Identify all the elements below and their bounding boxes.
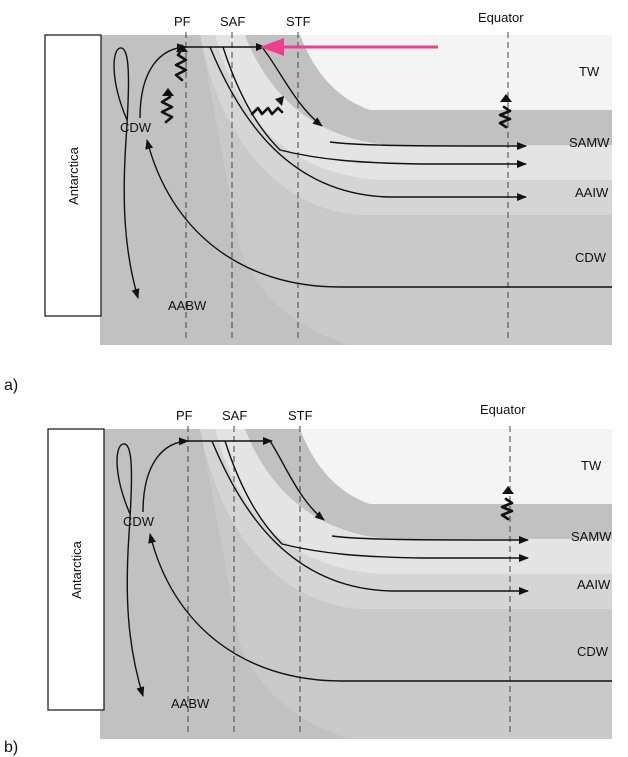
equator-label: Equator [478, 10, 524, 25]
cdw-upwelling-arrow [139, 43, 187, 119]
mixing-wiggle-icon [500, 486, 514, 521]
antarctica-label: Antarctica [69, 540, 84, 599]
pf-label: PF [176, 408, 193, 423]
mixing-wiggle-icon [160, 88, 174, 124]
panel-a-label: a) [4, 377, 18, 394]
antarctica-box [44, 34, 102, 317]
aaiw-flow-arrow [211, 440, 529, 595]
aabw-loop-arrow [116, 443, 145, 697]
cdw-upwelling-label: CDW [123, 514, 155, 529]
antarctica-label: Antarctica [66, 146, 81, 205]
cdw-layer [200, 35, 612, 345]
cdw-label: CDW [577, 644, 609, 659]
aaiw-layer [200, 35, 612, 215]
mixing-wiggle-icon [498, 94, 512, 129]
mixing-wiggle-icon [174, 44, 188, 82]
samw-flow-arrow-upper [331, 535, 529, 544]
samw-flow-arrow-upper [329, 141, 527, 150]
samw-label: SAMW [571, 529, 612, 544]
cdw-return-arrow [145, 139, 612, 288]
panel-b-label: b) [4, 739, 18, 756]
samw-layer [215, 35, 612, 180]
samw-flow-arrow-lower [222, 46, 527, 168]
aaiw-label: AAIW [577, 577, 611, 592]
tw-layer [300, 35, 612, 110]
panel-b: Antarctica PF SAF STF Equator TW SAMW AA… [4, 402, 612, 756]
samw-layer [215, 429, 612, 574]
cdw-layer [200, 429, 612, 739]
pf-label: PF [174, 14, 191, 29]
tw-label: TW [581, 458, 602, 473]
samw-label: SAMW [569, 135, 610, 150]
cdw-upwelling-arrow [142, 437, 189, 513]
stf-label: STF [288, 408, 313, 423]
stf-label: STF [286, 14, 311, 29]
cdw-upwelling-label: CDW [120, 120, 152, 135]
tw-label: TW [579, 64, 600, 79]
samw-flow-arrow-lower [224, 440, 529, 562]
cdw-label: CDW [575, 250, 607, 265]
cdw-return-arrow [148, 533, 612, 682]
panel-a: Antarctica PF SAF STF Equator TW SAMW AA… [4, 10, 612, 394]
tw-layer [300, 429, 612, 504]
aabw-label: AABW [171, 696, 210, 711]
equator-label: Equator [480, 402, 526, 417]
saf-label: SAF [222, 408, 247, 423]
stf-subduction-arrow [269, 440, 325, 521]
saf-label: SAF [220, 14, 245, 29]
aabw-loop-arrow [113, 47, 140, 299]
antarctica-box [47, 428, 105, 711]
aabw-label: AABW [168, 298, 207, 313]
aaiw-flow-arrow [209, 46, 527, 201]
aaiw-label: AAIW [575, 185, 609, 200]
mixing-wiggle-icon [250, 96, 284, 116]
